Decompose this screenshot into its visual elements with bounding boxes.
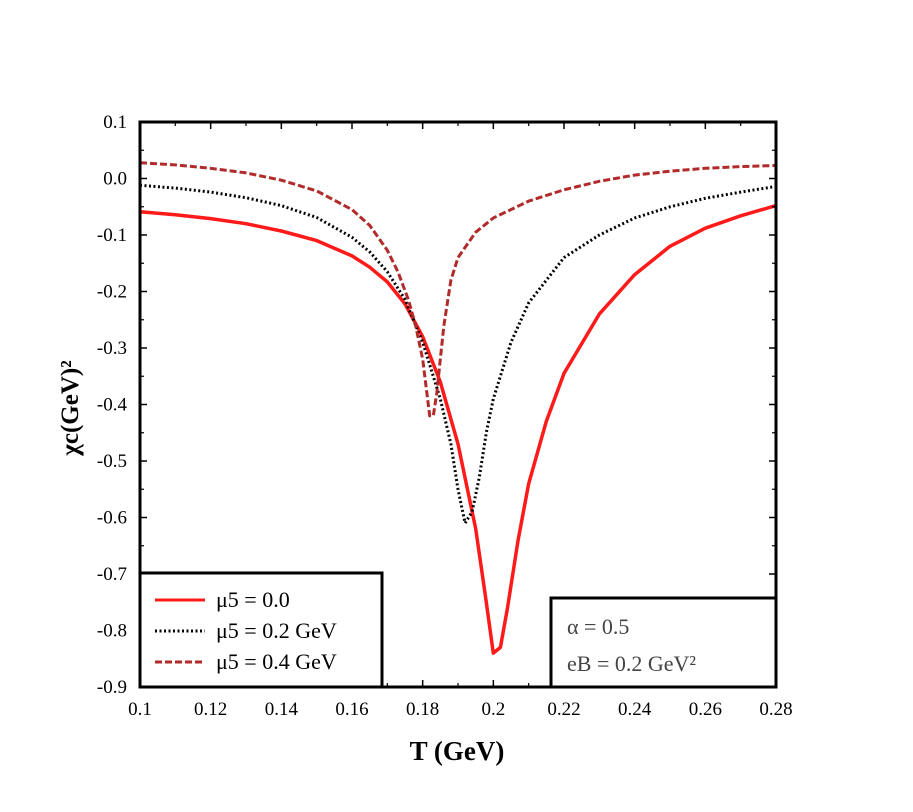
plot-area [139,161,777,655]
legend: μ5 = 0.0 μ5 = 0.2 GeV μ5 = 0.4 GeV [138,571,384,689]
x-tick-label: 0.26 [689,699,722,720]
legend-label-1: μ5 = 0.2 GeV [216,618,337,643]
y-tick-label: -0.6 [97,508,127,529]
y-tick-label: -0.8 [97,621,127,642]
annotation-eb: eB = 0.2 GeV² [567,651,696,676]
x-tick-label: 0.1 [128,699,152,720]
x-axis: 0.1 0.12 0.14 0.16 0.18 0.2 0.22 0.24 0.26 0.28 [128,122,793,720]
x-tick-label: 0.12 [194,699,227,720]
annotation-frame [549,596,778,689]
legend-label-0: μ5 = 0.0 [216,587,290,612]
y-tick-label: 0.0 [103,169,127,190]
x-tick-label: 0.14 [265,699,299,720]
series-line-0 [139,203,777,655]
x-tick-label: 0.2 [481,699,505,720]
legend-box [138,571,384,689]
legend-label-2: μ5 = 0.4 GeV [216,649,337,674]
x-tick-label: 0.16 [335,699,368,720]
x-tick-label: 0.22 [547,699,580,720]
x-tick-label: 0.24 [618,699,652,720]
x-axis-title: T (GeV) [410,736,505,766]
y-tick-label: -0.3 [97,338,127,359]
x-tick-label: 0.28 [759,699,792,720]
series-line-1 [139,183,777,525]
plot-frame [138,120,778,689]
x-tick-label: 0.18 [406,699,439,720]
annotation-box: α = 0.5 eB = 0.2 GeV² [549,596,778,689]
y-axis: 0.1 0.0 -0.1 -0.2 -0.3 -0.4 -0.5 -0.6 -0.7 -0.8 -0… [97,112,776,698]
y-tick-label: -0.4 [97,395,128,416]
y-tick-label: -0.5 [97,451,127,472]
y-tick-label: 0.1 [103,112,127,133]
annotation-alpha: α = 0.5 [567,614,629,639]
y-axis-title: χc(GeV)² [57,360,84,456]
y-tick-label: -0.7 [97,564,127,585]
series-line-2 [139,161,777,418]
y-tick-label: -0.1 [97,225,127,246]
y-tick-label: -0.9 [97,677,127,698]
y-tick-label: -0.2 [97,282,127,303]
